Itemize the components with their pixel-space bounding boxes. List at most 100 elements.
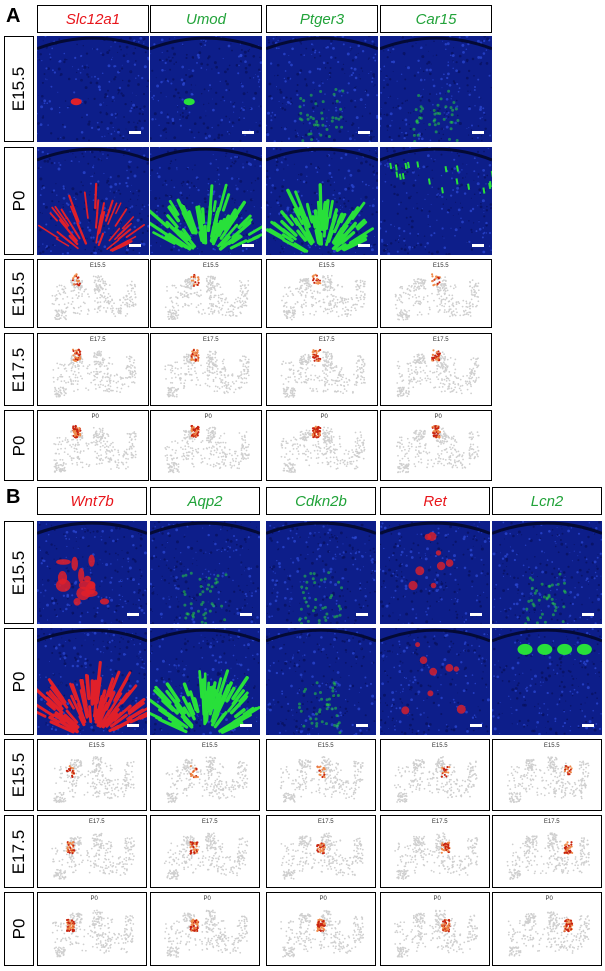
umap-plot: E15.5 xyxy=(380,259,492,328)
micrograph-image xyxy=(37,36,149,142)
umap-plot: E17.5 xyxy=(150,815,260,888)
umap-stage-label: E15.5 xyxy=(318,263,335,269)
umap-plot: E17.5 xyxy=(492,815,602,888)
stage-label: E15.5 xyxy=(4,259,34,328)
umap-stage-label: P0 xyxy=(433,896,441,902)
panel-a-letter: A xyxy=(6,5,21,27)
gene-label: Wnt7b xyxy=(37,487,147,515)
umap-stage-label: E15.5 xyxy=(88,743,105,749)
gene-label: Umod xyxy=(150,5,262,33)
stage-text: P0 xyxy=(8,671,28,692)
umap-plot: E15.5 xyxy=(266,259,378,328)
stage-label: P0 xyxy=(4,410,34,481)
stage-label: E15.5 xyxy=(4,739,34,811)
gene-label: Ret xyxy=(380,487,490,515)
umap-plot: P0 xyxy=(492,892,602,966)
umap-plot: E15.5 xyxy=(37,259,149,328)
umap-plot: E15.5 xyxy=(380,739,490,811)
umap-plot: E15.5 xyxy=(266,739,376,811)
umap-plot: E17.5 xyxy=(37,815,147,888)
gene-label: Slc12a1 xyxy=(37,5,149,33)
micrograph-image xyxy=(492,628,602,735)
micrograph-image xyxy=(150,36,262,142)
stage-text: P0 xyxy=(8,435,28,456)
micrograph-image xyxy=(266,521,376,624)
umap-stage-label: P0 xyxy=(203,896,211,902)
stage-text: E15.5 xyxy=(9,66,28,112)
umap-plot: P0 xyxy=(266,892,376,966)
stage-label: P0 xyxy=(4,892,34,966)
umap-stage-label: E15.5 xyxy=(317,743,334,749)
micrograph-image xyxy=(266,628,376,735)
umap-stage-label: E17.5 xyxy=(431,819,448,825)
stage-text: P0 xyxy=(8,918,28,940)
umap-stage-label: E17.5 xyxy=(543,819,560,825)
micrograph-image xyxy=(380,521,490,624)
umap-plot: E15.5 xyxy=(150,259,262,328)
umap-stage-label: P0 xyxy=(434,414,442,420)
umap-stage-label: E17.5 xyxy=(201,819,218,825)
umap-plot: E17.5 xyxy=(37,333,149,406)
gene-label: Aqp2 xyxy=(150,487,260,515)
umap-plot: E17.5 xyxy=(266,815,376,888)
stage-label: E17.5 xyxy=(4,815,34,888)
umap-plot: P0 xyxy=(150,410,262,481)
gene-label: Cdkn2b xyxy=(266,487,376,515)
micrograph-image xyxy=(150,628,260,735)
umap-stage-label: E15.5 xyxy=(432,263,449,269)
umap-stage-label: P0 xyxy=(319,896,327,902)
stage-label: E17.5 xyxy=(4,333,34,406)
umap-stage-label: E17.5 xyxy=(432,337,449,343)
umap-plot: P0 xyxy=(380,892,490,966)
umap-stage-label: E17.5 xyxy=(318,337,335,343)
micrograph-image xyxy=(380,628,490,735)
stage-label: P0 xyxy=(4,628,34,735)
umap-plot: P0 xyxy=(266,410,378,481)
micrograph-image xyxy=(37,521,147,624)
gene-label: Ptger3 xyxy=(266,5,378,33)
umap-plot: E17.5 xyxy=(266,333,378,406)
micrograph-image xyxy=(266,36,378,142)
umap-stage-label: E17.5 xyxy=(317,819,334,825)
gene-label: Car15 xyxy=(380,5,492,33)
stage-text: E15.5 xyxy=(9,752,28,798)
stage-text: E15.5 xyxy=(9,271,28,316)
umap-plot: P0 xyxy=(37,410,149,481)
micrograph-image xyxy=(492,521,602,624)
gene-label: Lcn2 xyxy=(492,487,602,515)
umap-stage-label: E15.5 xyxy=(201,743,218,749)
stage-label: E15.5 xyxy=(4,36,34,142)
umap-plot: P0 xyxy=(150,892,260,966)
umap-stage-label: E17.5 xyxy=(89,337,106,343)
umap-stage-label: E17.5 xyxy=(88,819,105,825)
umap-stage-label: P0 xyxy=(90,896,98,902)
umap-stage-label: E17.5 xyxy=(202,337,219,343)
umap-plot: P0 xyxy=(380,410,492,481)
umap-stage-label: E15.5 xyxy=(431,743,448,749)
stage-label: P0 xyxy=(4,147,34,255)
stage-text: P0 xyxy=(8,190,28,212)
stage-text: E15.5 xyxy=(9,550,28,595)
micrograph-image xyxy=(266,147,378,255)
umap-plot: E15.5 xyxy=(37,739,147,811)
umap-stage-label: P0 xyxy=(545,896,553,902)
panel-b-letter: B xyxy=(6,486,21,508)
micrograph-image xyxy=(380,36,492,142)
micrograph-image xyxy=(150,147,262,255)
umap-stage-label: P0 xyxy=(204,414,212,420)
micrograph-image xyxy=(37,147,149,255)
micrograph-image xyxy=(380,147,492,255)
umap-plot: E15.5 xyxy=(150,739,260,811)
umap-plot: E17.5 xyxy=(150,333,262,406)
umap-plot: E17.5 xyxy=(380,333,492,406)
stage-text: E17.5 xyxy=(9,829,28,874)
umap-stage-label: P0 xyxy=(91,414,99,420)
umap-plot: E15.5 xyxy=(492,739,602,811)
umap-plot: E17.5 xyxy=(380,815,490,888)
umap-stage-label: E15.5 xyxy=(543,743,560,749)
stage-label: E15.5 xyxy=(4,521,34,624)
umap-stage-label: P0 xyxy=(320,414,328,420)
umap-stage-label: E15.5 xyxy=(202,263,219,269)
micrograph-image xyxy=(150,521,260,624)
micrograph-image xyxy=(37,628,147,735)
